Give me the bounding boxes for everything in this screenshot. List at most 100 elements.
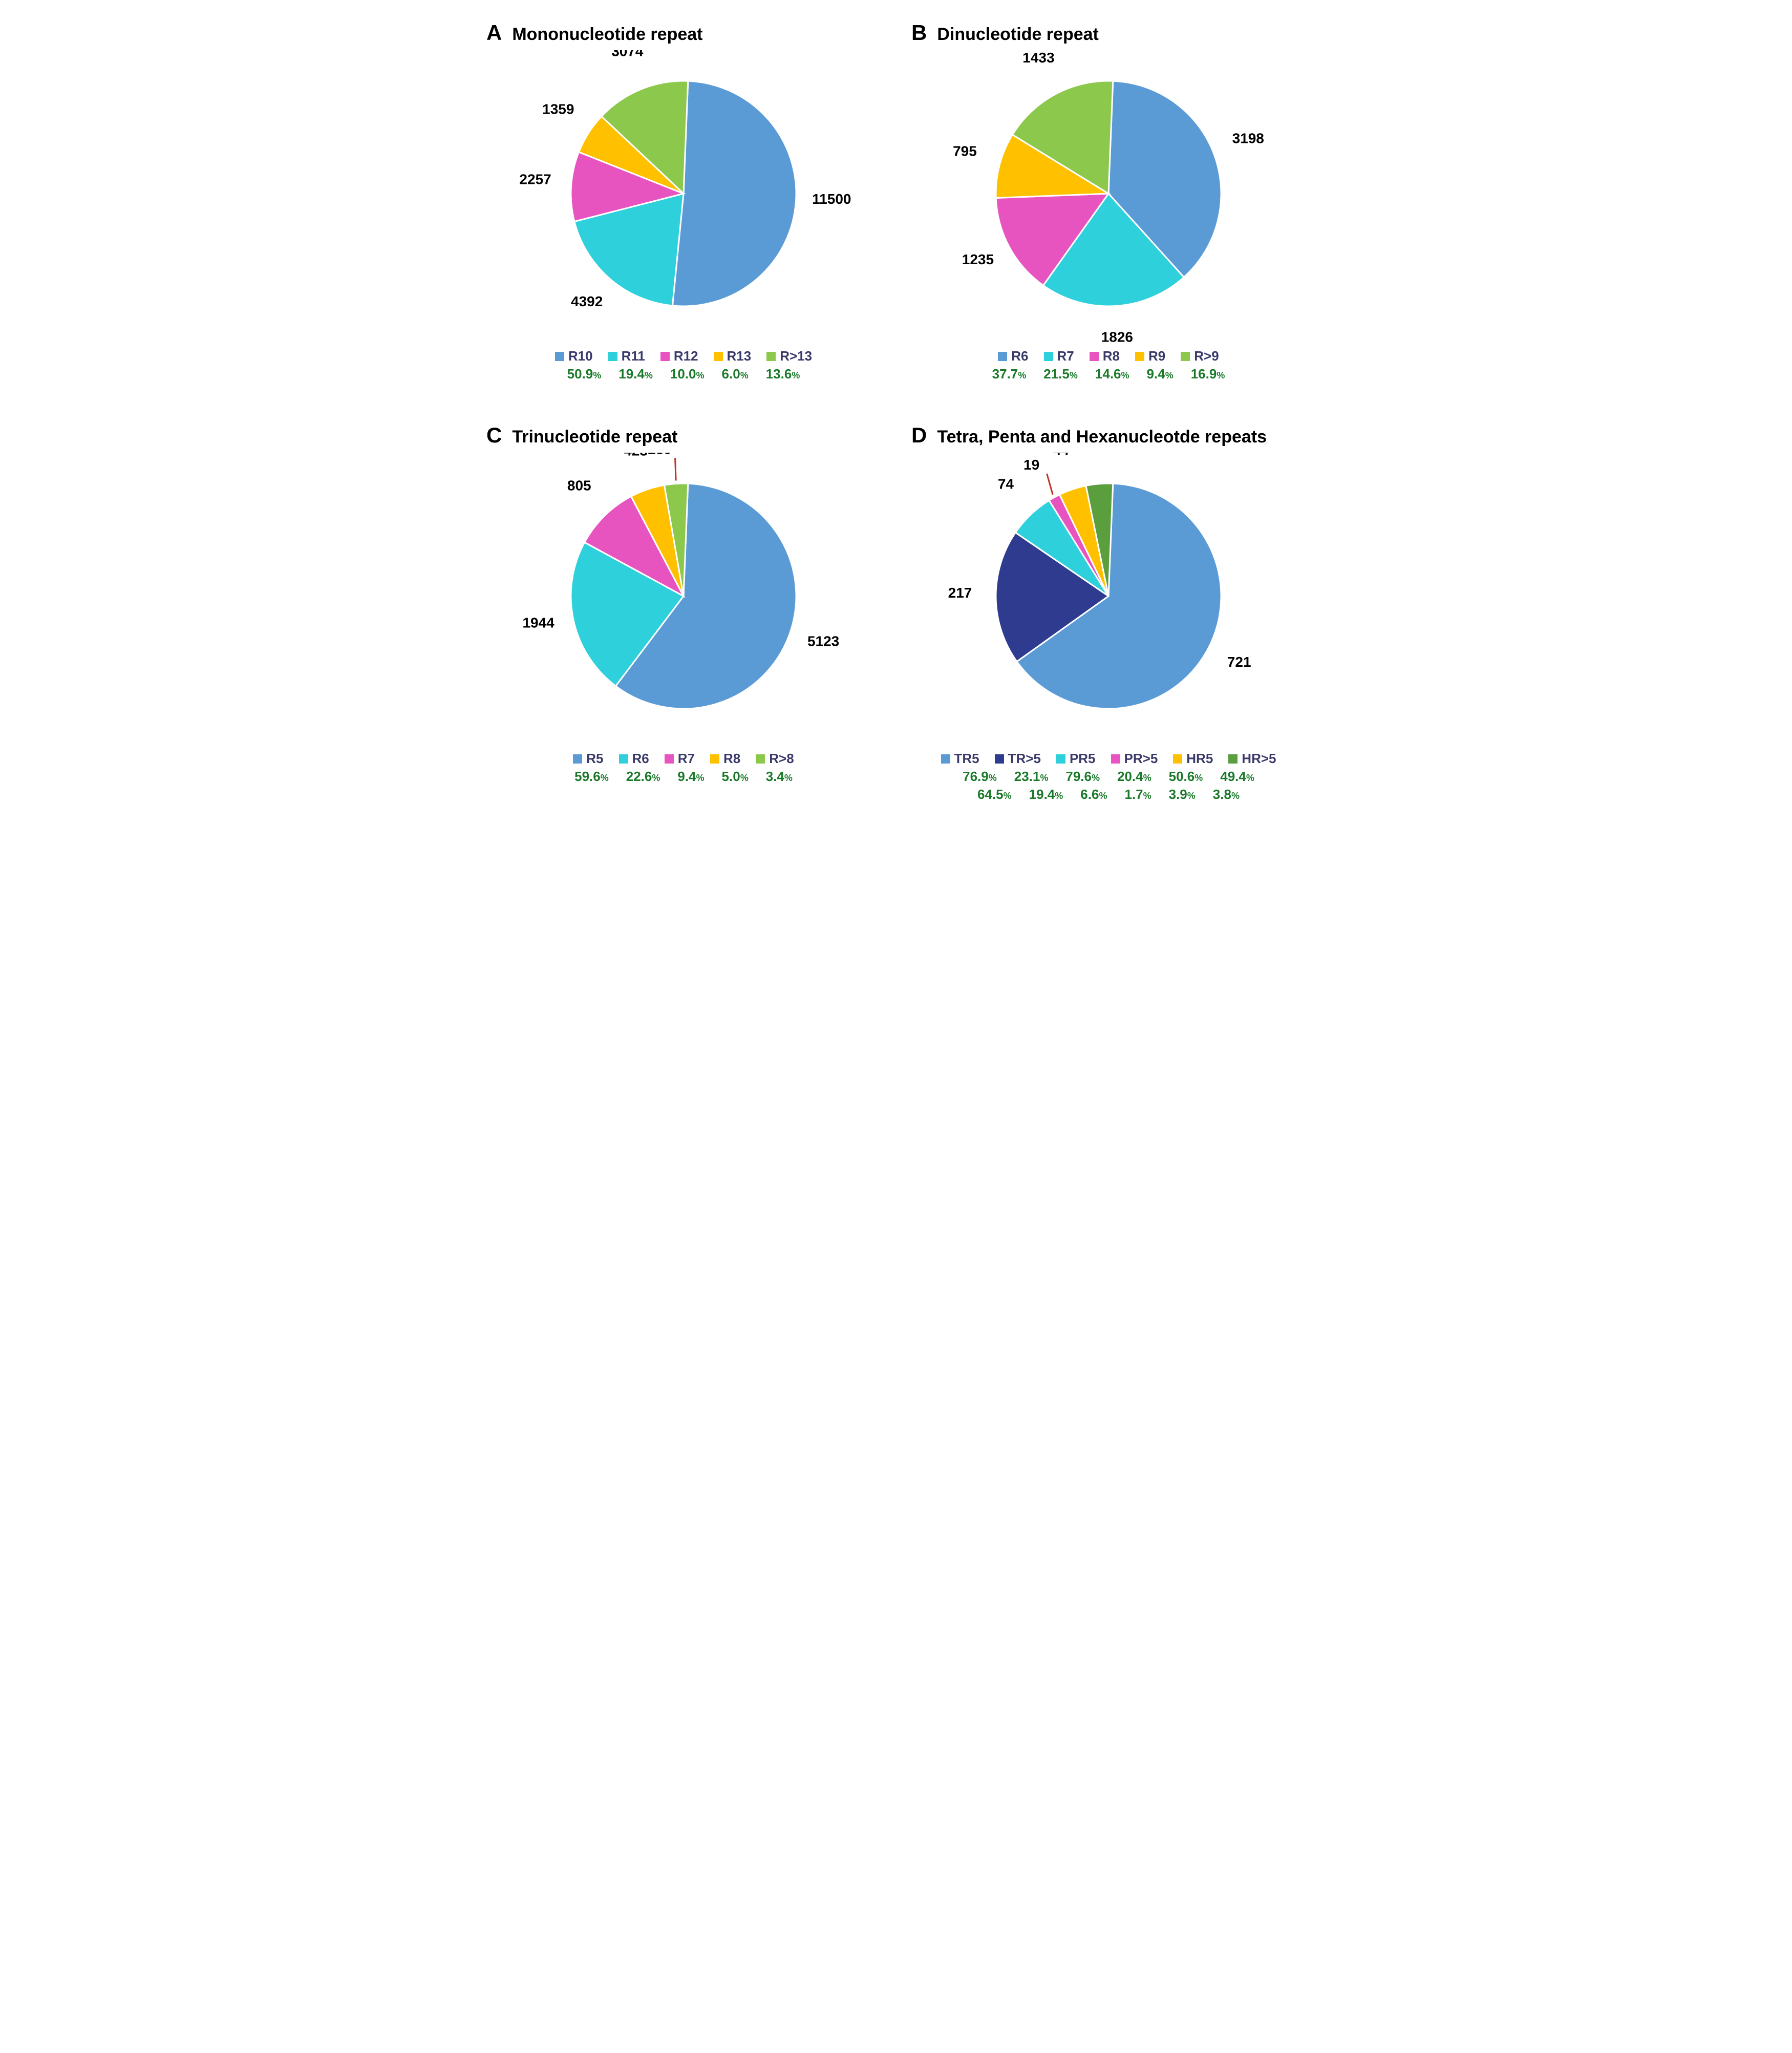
- legend-swatch: [1228, 754, 1238, 764]
- pct-value: 1.7%: [1124, 787, 1151, 802]
- pct-value: 37.7%: [992, 366, 1027, 382]
- legend-label: R13: [727, 348, 752, 364]
- legend-swatch: [1090, 352, 1099, 361]
- slice-label: 1359: [542, 101, 574, 117]
- panel-title: Tetra, Penta and Hexanucleotde repeats: [937, 427, 1267, 447]
- legend-item: R>13: [766, 348, 812, 364]
- pct-value: 16.9%: [1191, 366, 1225, 382]
- legend-item: R6: [998, 348, 1028, 364]
- legend-item: R8: [1090, 348, 1120, 364]
- slice-label: 2257: [519, 172, 551, 187]
- legend-item: R10: [555, 348, 593, 364]
- callout-line: [1047, 474, 1053, 495]
- legend-swatch: [573, 754, 582, 764]
- legend-label: R11: [622, 348, 645, 364]
- legend-swatch: [619, 754, 628, 764]
- figure-grid: A Mononucleotide repeat 1150043922257135…: [486, 20, 1306, 802]
- legend-label: HR>5: [1242, 751, 1276, 767]
- legend-label: R>9: [1194, 348, 1219, 364]
- slice-label: 74: [998, 476, 1014, 492]
- legend-label: R5: [586, 751, 603, 767]
- slice-label: 3198: [1232, 130, 1264, 146]
- slice-label: 289: [648, 453, 672, 457]
- legend-label: R7: [1057, 348, 1074, 364]
- slice-label: 5123: [807, 633, 839, 649]
- legend-d: TR5TR>5PR5PR>5HR5HR>5: [911, 751, 1306, 767]
- legend-item: R11: [608, 348, 645, 364]
- legend-item: R13: [714, 348, 752, 364]
- slice-label: 795: [953, 143, 977, 159]
- legend-item: HR>5: [1228, 751, 1276, 767]
- legend-b: R6 R7 R8 R9 R>9: [911, 348, 1306, 364]
- legend-swatch: [555, 352, 564, 361]
- pct-value: 6.0%: [722, 366, 749, 382]
- slice-label: 3074: [611, 50, 644, 59]
- legend-swatch: [766, 352, 776, 361]
- legend-swatch: [710, 754, 719, 764]
- pct-value: 76.9%: [963, 769, 997, 785]
- pct-value: 64.5%: [977, 787, 1012, 802]
- pct-row-b: 37.7%21.5%14.6%9.4%16.9%: [911, 366, 1306, 382]
- pct-value: 49.4%: [1220, 769, 1254, 785]
- slice-label: 1944: [522, 615, 554, 630]
- legend-label: R>8: [769, 751, 794, 767]
- legend-swatch: [1111, 754, 1120, 764]
- legend-item: R>8: [756, 751, 794, 767]
- legend-swatch: [995, 754, 1004, 764]
- pie-d: 72121774194443: [911, 453, 1306, 745]
- panel-letter: B: [911, 20, 927, 45]
- legend-c: R5R6R7R8R>8: [486, 751, 881, 767]
- panel-title: Dinucleotide repeat: [937, 25, 1099, 45]
- pie-a: 115004392225713593074: [486, 50, 881, 342]
- slice-label: 428: [624, 453, 648, 458]
- panel-a: A Mononucleotide repeat 1150043922257135…: [486, 20, 881, 382]
- legend-swatch: [1044, 352, 1053, 361]
- pct-row-d-within: 76.9%23.1%79.6%20.4%50.6%49.4%: [911, 769, 1306, 785]
- legend-swatch: [756, 754, 765, 764]
- pct-value: 3.8%: [1213, 787, 1240, 802]
- legend-item: R9: [1135, 348, 1165, 364]
- legend-item: HR5: [1173, 751, 1213, 767]
- pct-row-a: 50.9%19.4%10.0%6.0%13.6%: [486, 366, 881, 382]
- pct-value: 9.4%: [1147, 366, 1174, 382]
- legend-label: R6: [1011, 348, 1028, 364]
- slice-label: 805: [567, 478, 591, 494]
- panel-letter: A: [486, 20, 502, 45]
- panel-d: D Tetra, Penta and Hexanucleotde repeats…: [911, 423, 1306, 802]
- pct-value: 79.6%: [1065, 769, 1100, 785]
- legend-label: TR>5: [1008, 751, 1041, 767]
- legend-label: R10: [568, 348, 593, 364]
- pct-row-c: 59.6%22.6%9.4%5.0%3.4%: [486, 769, 881, 785]
- pie-chart: 72121774194443: [934, 453, 1283, 745]
- pct-value: 19.4%: [618, 366, 653, 382]
- pie-chart: 115004392225713593074: [509, 50, 858, 342]
- legend-item: R7: [1044, 348, 1074, 364]
- pie-c: 5123 1944 805 428289: [486, 453, 881, 745]
- legend-label: R8: [1103, 348, 1120, 364]
- legend-swatch: [714, 352, 723, 361]
- legend-item: R8: [710, 751, 740, 767]
- legend-item: TR5: [941, 751, 979, 767]
- legend-swatch: [608, 352, 617, 361]
- legend-swatch: [660, 352, 670, 361]
- legend-label: R9: [1148, 348, 1165, 364]
- legend-label: R12: [674, 348, 698, 364]
- slice-label: 1235: [962, 251, 994, 267]
- pct-value: 3.9%: [1169, 787, 1196, 802]
- legend-item: TR>5: [995, 751, 1041, 767]
- legend-label: R6: [632, 751, 649, 767]
- slice-label: 1433: [1022, 50, 1054, 66]
- panel-title: Trinucleotide repeat: [512, 427, 677, 447]
- pct-value: 9.4%: [677, 769, 704, 785]
- pct-value: 23.1%: [1014, 769, 1049, 785]
- slice-label: 217: [948, 585, 972, 601]
- pct-value: 6.6%: [1080, 787, 1107, 802]
- panel-letter: C: [486, 423, 502, 448]
- pie-slice: [672, 81, 796, 306]
- pct-value: 20.4%: [1117, 769, 1151, 785]
- panel-c: C Trinucleotide repeat 5123 1944 805 428289…: [486, 423, 881, 802]
- pct-row-d-overall: 64.5%19.4%6.6%1.7%3.9%3.8%: [911, 787, 1306, 802]
- pct-value: 22.6%: [626, 769, 660, 785]
- pct-value: 50.9%: [567, 366, 602, 382]
- pct-value: 21.5%: [1043, 366, 1078, 382]
